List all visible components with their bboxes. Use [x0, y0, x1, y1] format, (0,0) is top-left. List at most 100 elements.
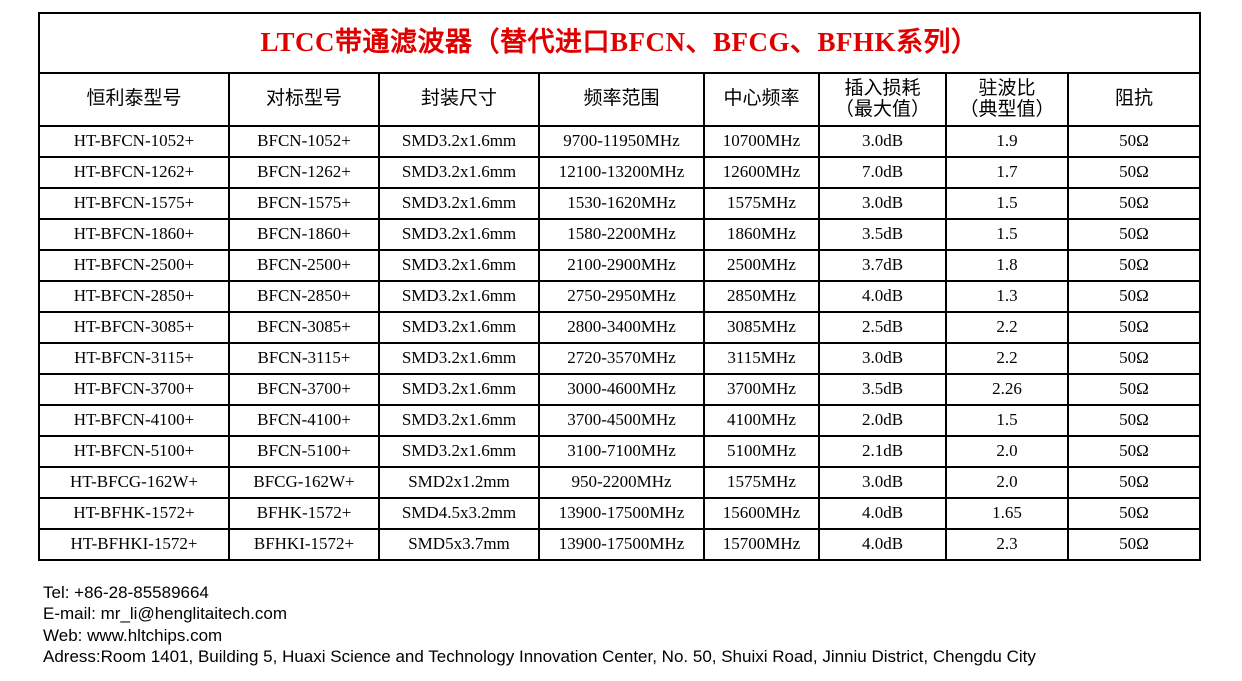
- header-cell: 频率范围: [538, 72, 705, 127]
- table-cell: 9700-11950MHz: [538, 125, 705, 158]
- table-cell: SMD3.2x1.6mm: [378, 311, 540, 344]
- footer-line: Adress:Room 1401, Building 5, Huaxi Scie…: [43, 646, 1036, 666]
- table-cell: 1.9: [945, 125, 1069, 158]
- table-cell: 2.26: [945, 373, 1069, 406]
- table-cell: BFCN-1860+: [228, 218, 380, 251]
- table-cell: 4.0dB: [818, 280, 947, 313]
- table-cell: 50Ω: [1067, 156, 1201, 189]
- table-cell: SMD3.2x1.6mm: [378, 404, 540, 437]
- table-cell: 3085MHz: [703, 311, 820, 344]
- table-row: HT-BFCG-162W+ BFCG-162W+ SMD2x1.2mm 950-220…: [38, 466, 1201, 499]
- header-cell: 驻波比 （典型值）: [945, 72, 1069, 127]
- table-cell: 1580-2200MHz: [538, 218, 705, 251]
- table-cell: 50Ω: [1067, 342, 1201, 375]
- table-cell: BFCN-5100+: [228, 435, 380, 468]
- table-cell: 3.0dB: [818, 466, 947, 499]
- table-row: HT-BFCN-1860+ BFCN-1860+ SMD3.2x1.6mm 1580-…: [38, 218, 1201, 251]
- table-cell: 2.0: [945, 466, 1069, 499]
- header-row: 恒利泰型号 对标型号 封装尺寸 频率范围 中心频率 插入损耗 （最大值） 驻波比 （典型值）…: [38, 72, 1201, 127]
- table-cell: 50Ω: [1067, 125, 1201, 158]
- table-cell: 1.5: [945, 218, 1069, 251]
- spec-table: LTCC带通滤波器（替代进口BFCN、BFCG、BFHK系列） 恒利泰型号 对标型号…: [38, 12, 1201, 561]
- table-cell: SMD5x3.7mm: [378, 528, 540, 561]
- table-cell: 2850MHz: [703, 280, 820, 313]
- table-cell: HT-BFCN-1860+: [38, 218, 230, 251]
- table-cell: 1.65: [945, 497, 1069, 530]
- table-cell: 3.0dB: [818, 125, 947, 158]
- footer-line: Tel: +86-28-85589664: [43, 583, 209, 602]
- table-cell: SMD3.2x1.6mm: [378, 249, 540, 282]
- table-cell: 2750-2950MHz: [538, 280, 705, 313]
- table-cell: 50Ω: [1067, 528, 1201, 561]
- header-cell: 封装尺寸: [378, 72, 540, 127]
- table-cell: HT-BFHKI-1572+: [38, 528, 230, 561]
- table-cell: 1.5: [945, 187, 1069, 220]
- table-cell: HT-BFCN-1052+: [38, 125, 230, 158]
- table-cell: 1.3: [945, 280, 1069, 313]
- table-cell: SMD3.2x1.6mm: [378, 342, 540, 375]
- header-cell: 对标型号: [228, 72, 380, 127]
- table-cell: SMD3.2x1.6mm: [378, 218, 540, 251]
- header-cell: 插入损耗 （最大值）: [818, 72, 947, 127]
- table-cell: SMD4.5x3.2mm: [378, 497, 540, 530]
- table-cell: BFCN-3115+: [228, 342, 380, 375]
- table-row: HT-BFHK-1572+ BFHK-1572+ SMD4.5x3.2mm 13900…: [38, 497, 1201, 530]
- table-row: HT-BFCN-3115+ BFCN-3115+ SMD3.2x1.6mm 2720-…: [38, 342, 1201, 375]
- table-cell: 950-2200MHz: [538, 466, 705, 499]
- table-cell: 1.8: [945, 249, 1069, 282]
- table-row: HT-BFCN-2850+ BFCN-2850+ SMD3.2x1.6mm 2750-…: [38, 280, 1201, 313]
- table-cell: HT-BFCN-4100+: [38, 404, 230, 437]
- footer-line: E-mail: mr_li@henglitaitech.com: [43, 604, 288, 624]
- table-cell: 2.5dB: [818, 311, 947, 344]
- table-cell: SMD3.2x1.6mm: [378, 280, 540, 313]
- table-cell: HT-BFCN-1262+: [38, 156, 230, 189]
- table-row: HT-BFCN-5100+ BFCN-5100+ SMD3.2x1.6mm 3100-…: [38, 435, 1201, 468]
- table-cell: 10700MHz: [703, 125, 820, 158]
- table-cell: 5100MHz: [703, 435, 820, 468]
- table-cell: SMD2x1.2mm: [378, 466, 540, 499]
- table-cell: 7.0dB: [818, 156, 947, 189]
- table-cell: HT-BFCN-3115+: [38, 342, 230, 375]
- table-cell: BFCN-3700+: [228, 373, 380, 406]
- table-cell: SMD3.2x1.6mm: [378, 156, 540, 189]
- table-cell: 2100-2900MHz: [538, 249, 705, 282]
- table-cell: HT-BFCN-2850+: [38, 280, 230, 313]
- table-cell: 50Ω: [1067, 280, 1201, 313]
- table-cell: 2800-3400MHz: [538, 311, 705, 344]
- table-cell: 1.7: [945, 156, 1069, 189]
- table-cell: SMD3.2x1.6mm: [378, 187, 540, 220]
- header-cell: 中心频率: [703, 72, 820, 127]
- table-cell: BFHK-1572+: [228, 497, 380, 530]
- table-row: HT-BFCN-1052+ BFCN-1052+ SMD3.2x1.6mm 9700-…: [38, 125, 1201, 158]
- table-cell: HT-BFCN-5100+: [38, 435, 230, 468]
- table-cell: 2720-3570MHz: [538, 342, 705, 375]
- table-cell: BFHKI-1572+: [228, 528, 380, 561]
- header-cell: 阻抗: [1067, 72, 1201, 127]
- header-cell: 恒利泰型号: [38, 72, 230, 127]
- table-cell: 1575MHz: [703, 466, 820, 499]
- table-cell: 12600MHz: [703, 156, 820, 189]
- table-cell: 3.5dB: [818, 373, 947, 406]
- contact-footer: Tel: +86-28-85589664 E-mail: mr_li@hengli…: [43, 582, 1036, 667]
- table-cell: 50Ω: [1067, 435, 1201, 468]
- table-cell: 1.5: [945, 404, 1069, 437]
- table-row: HT-BFCN-3700+ BFCN-3700+ SMD3.2x1.6mm 3000-…: [38, 373, 1201, 406]
- table-cell: 1860MHz: [703, 218, 820, 251]
- table-cell: 50Ω: [1067, 218, 1201, 251]
- table-cell: 50Ω: [1067, 497, 1201, 530]
- table-cell: 3115MHz: [703, 342, 820, 375]
- table-cell: BFCN-2850+: [228, 280, 380, 313]
- table-cell: 50Ω: [1067, 466, 1201, 499]
- table-cell: HT-BFCN-1575+: [38, 187, 230, 220]
- table-row: HT-BFCN-4100+ BFCN-4100+ SMD3.2x1.6mm 3700-…: [38, 404, 1201, 437]
- table-title: LTCC带通滤波器（替代进口BFCN、BFCG、BFHK系列）: [38, 12, 1201, 74]
- table-cell: SMD3.2x1.6mm: [378, 125, 540, 158]
- table-cell: BFCN-1262+: [228, 156, 380, 189]
- table-cell: SMD3.2x1.6mm: [378, 373, 540, 406]
- table-cell: 15700MHz: [703, 528, 820, 561]
- table-cell: 13900-17500MHz: [538, 528, 705, 561]
- table-cell: 50Ω: [1067, 187, 1201, 220]
- table-row: HT-BFHKI-1572+ BFHKI-1572+ SMD5x3.7mm 13900…: [38, 528, 1201, 561]
- table-cell: 12100-13200MHz: [538, 156, 705, 189]
